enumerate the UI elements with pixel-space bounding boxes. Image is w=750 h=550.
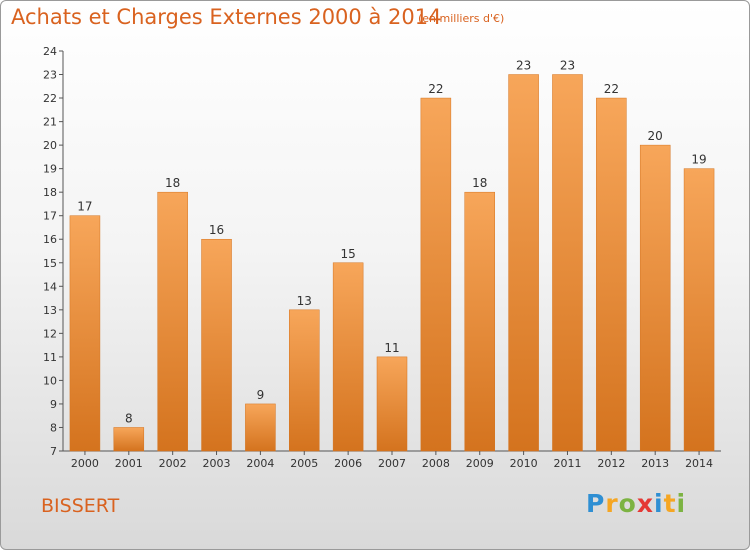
x-tick-label: 2010 [510,457,538,470]
bar-2000 [69,215,101,452]
logo-letter: r [605,489,619,518]
data-label-2004: 9 [257,388,265,402]
y-tick-label: 13 [43,304,57,317]
data-label-2005: 13 [297,294,312,308]
y-tick-label: 10 [43,374,57,387]
bar-2009 [464,191,495,452]
y-tick-label: 9 [50,398,57,411]
data-label-2010: 23 [516,59,531,73]
logo-letter: o [618,489,637,518]
x-tick-label: 2013 [641,457,669,470]
bar-2002 [157,191,188,452]
y-tick-label: 14 [43,280,57,293]
logo-letter: x [636,489,654,518]
logo-letter: t [663,489,677,518]
x-tick-label: 2000 [71,457,99,470]
bar-2006 [332,262,364,452]
y-tick-label: 16 [43,233,57,246]
y-tick-label: 7 [50,445,57,458]
x-tick-label: 2002 [159,457,187,470]
x-tick-label: 2014 [685,457,713,470]
y-tick-label: 24 [43,45,57,58]
data-label-2009: 18 [472,176,487,190]
data-label-2008: 22 [428,82,443,96]
data-label-2001: 8 [125,411,133,425]
data-label-2002: 18 [165,176,180,190]
y-tick-label: 12 [43,327,57,340]
x-tick-label: 2003 [203,457,231,470]
bar-2011 [552,74,583,452]
bar-2001 [113,427,145,452]
y-tick-label: 22 [43,92,57,105]
bar-2005 [289,309,320,452]
data-label-2000: 17 [77,200,92,214]
x-tick-label: 2011 [553,457,581,470]
x-tick-label: 2006 [334,457,362,470]
data-label-2012: 22 [604,82,619,96]
logo-letter: i [676,489,687,518]
x-tick-label: 2008 [422,457,450,470]
y-tick-label: 19 [43,163,57,176]
data-label-2014: 19 [691,153,706,167]
bar-2003 [201,238,232,452]
bar-2010 [508,74,539,452]
data-label-2006: 15 [340,247,355,261]
bar-2014 [683,168,715,452]
x-tick-label: 2004 [246,457,274,470]
bar-2007 [376,356,408,452]
y-tick-label: 18 [43,186,57,199]
data-label-2003: 16 [209,223,224,237]
x-tick-label: 2001 [115,457,143,470]
x-tick-label: 2009 [466,457,494,470]
y-tick-label: 11 [43,351,57,364]
y-tick-label: 15 [43,257,57,270]
logo-letter: i [654,489,664,518]
commune-name: BISSERT [41,495,120,517]
x-tick-label: 2005 [290,457,318,470]
y-tick-label: 23 [43,69,57,82]
y-tick-label: 17 [43,210,57,223]
proxiti-logo: Proxiti [586,489,686,518]
x-tick-label: 2012 [597,457,625,470]
x-tick-label: 2007 [378,457,406,470]
y-tick-label: 21 [43,116,57,129]
bar-2008 [420,97,452,452]
chart-title: Achats et Charges Externes 2000 à 2014 [11,5,442,29]
data-label-2013: 20 [648,129,663,143]
y-tick-label: 8 [50,421,57,434]
logo-letter: P [586,489,606,518]
chart-subtitle: (en milliers d'€) [418,12,505,25]
data-label-2007: 11 [384,341,399,355]
bar-2012 [596,97,627,452]
y-tick-label: 20 [43,139,57,152]
bar-2004 [245,403,276,452]
bar-2013 [639,144,671,452]
data-label-2011: 23 [560,59,575,73]
